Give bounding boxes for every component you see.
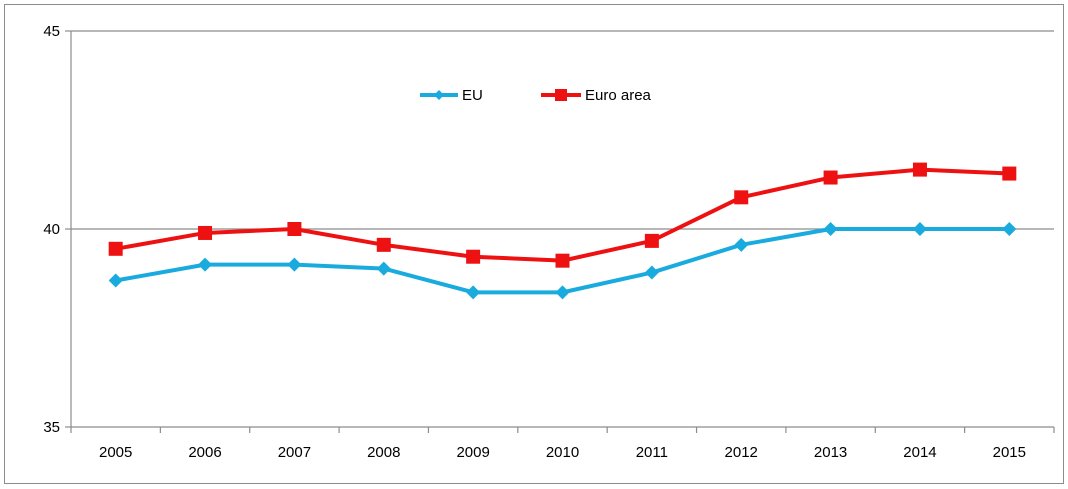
x-tick-label: 2013 — [814, 444, 847, 461]
data-point-euro-area-2009[interactable] — [466, 249, 481, 264]
x-tick-label: 2015 — [993, 444, 1026, 461]
legend-eu-label: EU — [462, 87, 483, 104]
data-point-euro-area-2014[interactable] — [912, 162, 927, 177]
data-point-euro-area-2011[interactable] — [644, 233, 659, 248]
data-point-eu-2005[interactable] — [108, 273, 123, 288]
legend-item-eu[interactable]: EU — [420, 87, 483, 104]
data-point-eu-2008[interactable] — [376, 261, 391, 276]
x-tick-label: 2009 — [456, 444, 489, 461]
x-tick-label: 2011 — [636, 444, 668, 461]
x-tick-label: 2012 — [725, 444, 758, 461]
series-eu — [108, 222, 1017, 300]
y-tick-label: 35 — [43, 419, 60, 436]
x-tick-label: 2008 — [367, 444, 400, 461]
data-point-eu-2009[interactable] — [466, 285, 481, 300]
y-tick-label: 40 — [43, 221, 60, 238]
data-point-euro-area-2006[interactable] — [198, 225, 213, 240]
x-tick-label: 2014 — [903, 444, 936, 461]
x-tick-label: 2007 — [278, 444, 311, 461]
legend-euro-area-marker — [555, 89, 567, 101]
legend-euro-area-label: Euro area — [585, 87, 652, 104]
gridlines — [71, 30, 1054, 230]
series-euro-area — [108, 162, 1017, 268]
data-point-eu-2006[interactable] — [198, 257, 213, 272]
data-point-euro-area-2005[interactable] — [108, 241, 123, 256]
legend-item-euro-area[interactable]: Euro area — [541, 87, 652, 104]
data-point-eu-2007[interactable] — [287, 257, 302, 272]
data-point-eu-2015[interactable] — [1002, 222, 1017, 236]
chart-frame — [4, 4, 1064, 484]
legend: EU Euro area — [420, 87, 652, 104]
data-point-eu-2010[interactable] — [555, 285, 570, 300]
data-point-euro-area-2015[interactable] — [1002, 166, 1017, 181]
data-point-euro-area-2008[interactable] — [376, 237, 391, 252]
axes: 35 40 45 2005 2006 2007 2008 2009 2010 2011 2012 20… — [43, 23, 1055, 461]
series-euro-area-line — [115, 167, 1010, 263]
data-point-euro-area-2007[interactable] — [287, 222, 302, 236]
data-point-eu-2011[interactable] — [644, 265, 659, 280]
y-tick-label: 45 — [43, 23, 60, 40]
data-point-euro-area-2010[interactable] — [555, 253, 570, 268]
x-tick-label: 2006 — [188, 444, 221, 461]
data-point-euro-area-2012[interactable] — [734, 190, 749, 205]
legend-eu-marker — [434, 90, 444, 100]
data-point-eu-2014[interactable] — [912, 222, 927, 236]
x-tick-label: 2010 — [546, 444, 579, 461]
data-point-euro-area-2013[interactable] — [823, 170, 838, 185]
data-point-eu-2012[interactable] — [734, 237, 749, 252]
data-point-eu-2013[interactable] — [823, 222, 838, 236]
x-tick-label: 2005 — [99, 444, 132, 461]
series — [108, 162, 1017, 300]
